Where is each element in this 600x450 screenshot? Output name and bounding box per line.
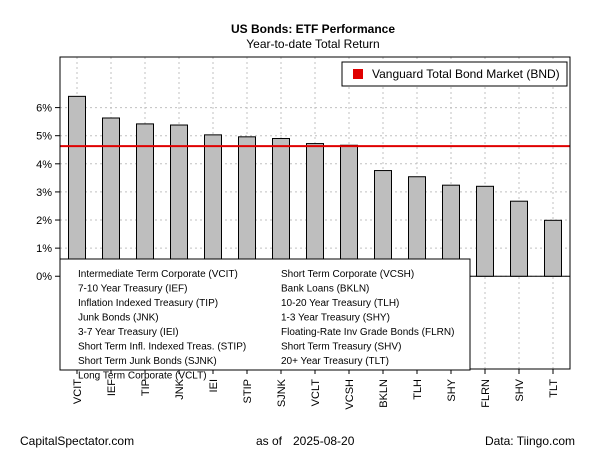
x-tick-label-jnk: JNK: [174, 378, 186, 399]
chart-subtitle: Year-to-date Total Return: [246, 37, 379, 51]
ticker-key-entry: 1-3 Year Treasury (SHY): [281, 313, 390, 324]
y-tick-label: 0%: [36, 271, 52, 283]
x-tick-label-vcit: VCIT: [72, 379, 84, 404]
ticker-key-entry: Intermediate Term Corporate (VCIT): [78, 269, 238, 280]
site-credit: CapitalSpectator.com: [20, 434, 134, 448]
as-of-date: 2025-08-20: [293, 434, 355, 448]
legend: Vanguard Total Bond Market (BND): [341, 61, 568, 87]
ticker-key-entry: Floating-Rate Inv Grade Bonds (FLRN): [281, 327, 454, 338]
x-tick-label-tlt: TLT: [548, 379, 560, 398]
ticker-key-entry: Junk Bonds (JNK): [78, 313, 159, 324]
ticker-key-entry: 3-7 Year Treasury (IEI): [78, 327, 179, 338]
x-tick-label-vcsh: VCSH: [344, 379, 356, 410]
bar-tlt: [544, 219, 562, 277]
bar-flrn: [476, 185, 494, 277]
ticker-key: Intermediate Term Corporate (VCIT) 7-10 Y…: [59, 258, 471, 382]
y-tick-label: 3%: [36, 187, 52, 199]
bar-vcit: [68, 95, 86, 277]
bar-sjnk: [272, 138, 290, 277]
x-tick-label-vclt: VCLT: [310, 379, 322, 407]
bar-vcsh: [340, 144, 358, 277]
bar-shv: [510, 200, 528, 277]
chart-title: US Bonds: ETF Performance: [231, 22, 395, 36]
legend-box: [341, 61, 568, 87]
x-tick-label-shv: SHV: [514, 378, 526, 401]
ticker-key-entry: 20+ Year Treasury (TLT): [281, 356, 389, 367]
ticker-key-entry: Inflation Indexed Treasury (TIP): [78, 298, 218, 309]
ticker-key-box: [59, 258, 471, 371]
bars: [68, 95, 562, 277]
legend-label: Vanguard Total Bond Market (BND): [372, 67, 560, 81]
x-tick-label-tip: TIP: [140, 379, 152, 396]
data-credit: Data: Tiingo.com: [485, 434, 575, 448]
bar-stip: [238, 136, 256, 277]
y-tick-label: 1%: [36, 243, 52, 255]
x-tick-label-stip: STIP: [242, 379, 254, 403]
x-tick-label-iei: IEI: [208, 379, 220, 392]
ticker-key-entry: 7-10 Year Treasury (IEF): [78, 284, 188, 295]
legend-swatch: [353, 69, 363, 79]
ticker-key-entry: Short Term Junk Bonds (SJNK): [78, 356, 217, 367]
bar-iei: [204, 134, 222, 277]
bar-ief: [102, 117, 120, 277]
ticker-key-entries: Intermediate Term Corporate (VCIT) 7-10 Y…: [78, 269, 454, 382]
x-axis: VCIT IEF TIP JNK IEI STIP SJNK VCLT VCSH BKLN TLH S…: [72, 369, 560, 410]
ticker-key-entry: 10-20 Year Treasury (TLH): [281, 298, 399, 309]
ticker-key-entry: Short Term Infl. Indexed Treas. (STIP): [78, 342, 246, 353]
x-tick-label-ief: IEF: [106, 379, 118, 396]
y-tick-label: 4%: [36, 159, 52, 171]
y-tick-label: 5%: [36, 131, 52, 143]
ticker-key-entry: Long Term Corporate (VCLT): [78, 371, 207, 382]
x-tick-label-flrn: FLRN: [480, 379, 492, 408]
bar-vclt: [306, 143, 324, 277]
ticker-key-entry: Short Term Corporate (VCSH): [281, 269, 414, 280]
as-of-label: as of: [256, 434, 283, 448]
y-axis: 0% 1% 2% 3% 4% 5% 6%: [36, 103, 60, 283]
x-tick-label-shy: SHY: [446, 378, 458, 401]
x-tick-label-tlh: TLH: [412, 379, 424, 400]
y-tick-label: 6%: [36, 103, 52, 115]
bar-jnk: [170, 124, 188, 277]
ticker-key-entry: Short Term Treasury (SHV): [281, 342, 401, 353]
y-tick-label: 2%: [36, 215, 52, 227]
x-tick-label-sjnk: SJNK: [276, 378, 288, 407]
x-tick-label-bkln: BKLN: [378, 379, 390, 408]
ticker-key-entry: Bank Loans (BKLN): [281, 284, 369, 295]
